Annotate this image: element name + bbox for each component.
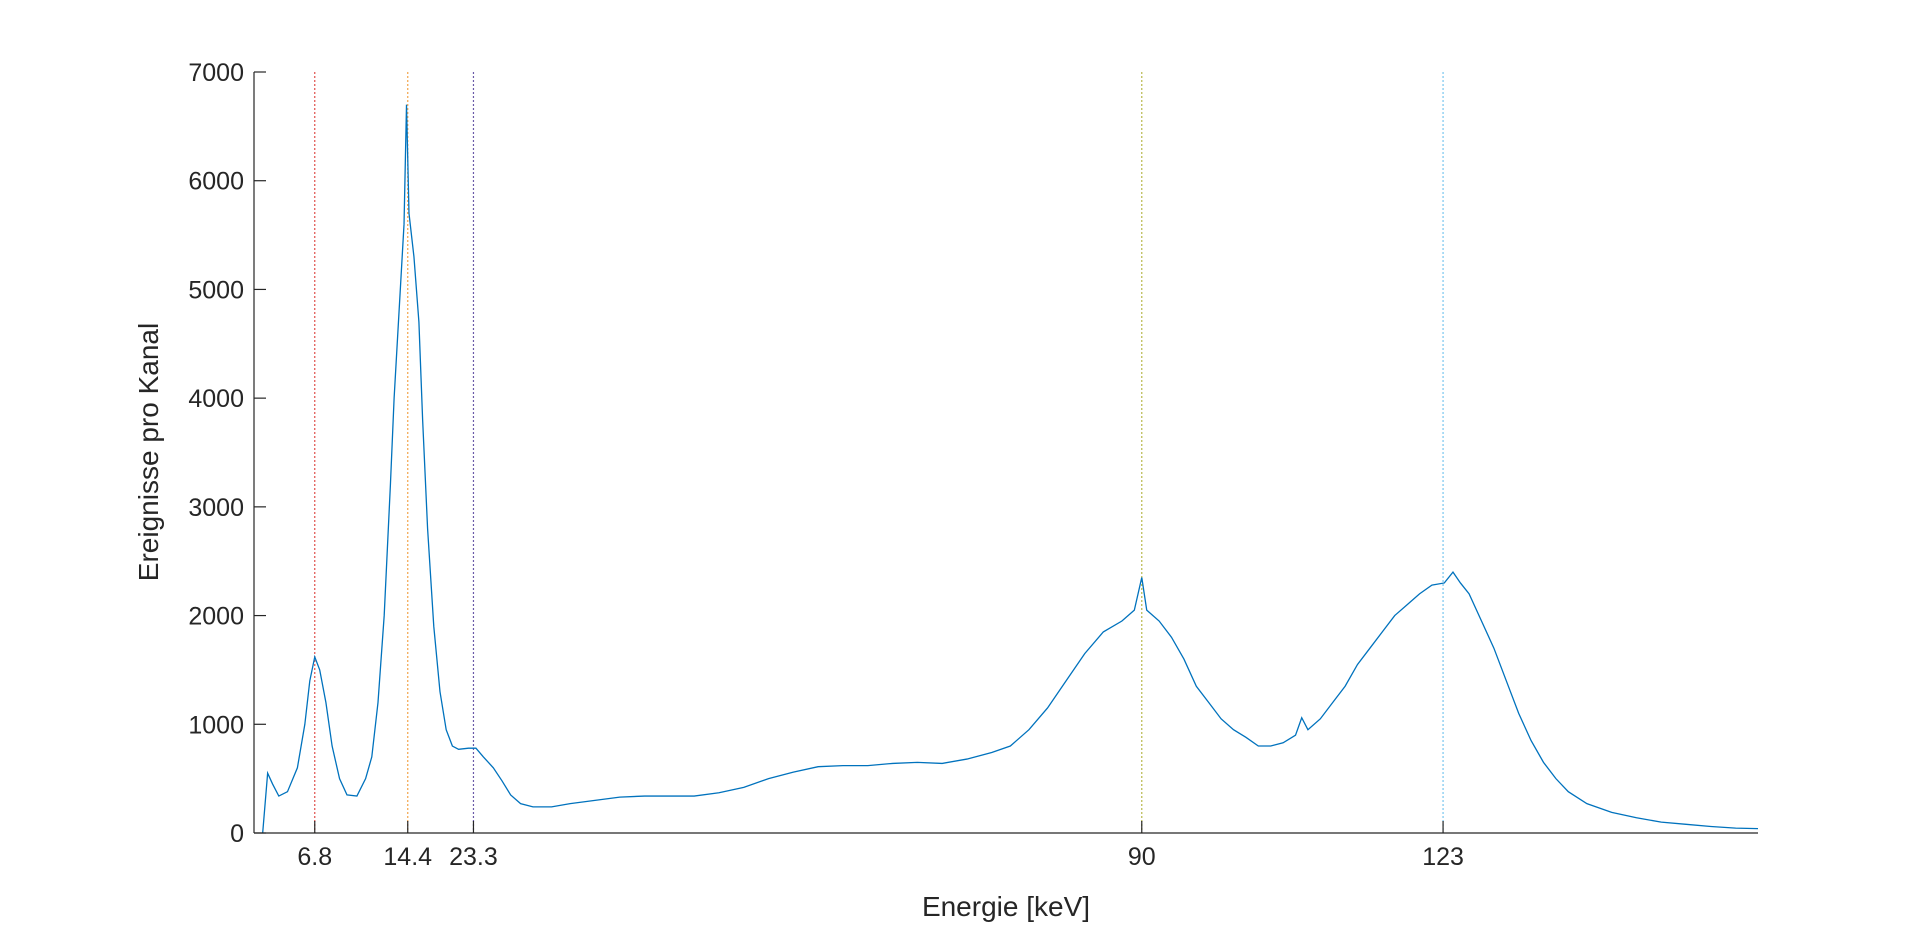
y-axis-label: Ereignisse pro Kanal [133, 323, 164, 581]
y-tick-label: 0 [230, 820, 244, 848]
y-tick-label: 5000 [188, 276, 244, 304]
x-tick-label: 6.8 [297, 843, 332, 871]
y-tick-label: 4000 [188, 385, 244, 413]
spectrum-line [262, 104, 1759, 834]
x-axis-label: Energie [keV] [922, 891, 1090, 922]
x-tick-label: 23.3 [449, 843, 498, 871]
x-tick-label: 14.4 [383, 843, 432, 871]
y-tick-label: 7000 [188, 59, 244, 87]
y-tick-label: 1000 [188, 711, 244, 739]
x-tick-label: 123 [1422, 843, 1464, 871]
x-tick-label: 90 [1128, 843, 1156, 871]
y-tick-label: 3000 [188, 494, 244, 522]
y-tick-label: 2000 [188, 603, 244, 631]
y-tick-label: 6000 [188, 168, 244, 196]
